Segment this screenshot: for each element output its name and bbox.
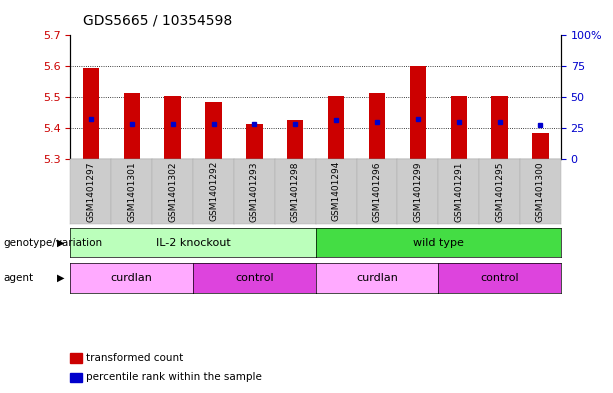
Bar xyxy=(205,102,222,159)
Bar xyxy=(164,96,181,159)
Bar xyxy=(492,96,508,159)
Bar xyxy=(532,133,549,159)
Text: GSM1401295: GSM1401295 xyxy=(495,161,504,222)
Text: GSM1401299: GSM1401299 xyxy=(413,161,422,222)
Text: IL-2 knockout: IL-2 knockout xyxy=(156,238,230,248)
Text: control: control xyxy=(235,273,274,283)
Text: wild type: wild type xyxy=(413,238,463,248)
Text: curdlan: curdlan xyxy=(356,273,398,283)
Text: agent: agent xyxy=(3,273,33,283)
Text: GSM1401302: GSM1401302 xyxy=(168,161,177,222)
Bar xyxy=(369,93,385,159)
Text: GSM1401294: GSM1401294 xyxy=(332,161,341,222)
Bar xyxy=(451,96,467,159)
Text: GSM1401293: GSM1401293 xyxy=(250,161,259,222)
Bar xyxy=(287,121,303,159)
Text: GSM1401298: GSM1401298 xyxy=(291,161,300,222)
Text: GSM1401291: GSM1401291 xyxy=(454,161,463,222)
Bar xyxy=(328,96,345,159)
Bar xyxy=(246,123,262,159)
Text: GSM1401300: GSM1401300 xyxy=(536,161,545,222)
Text: control: control xyxy=(480,273,519,283)
Text: percentile rank within the sample: percentile rank within the sample xyxy=(86,372,262,382)
Text: genotype/variation: genotype/variation xyxy=(3,238,102,248)
Text: curdlan: curdlan xyxy=(111,273,153,283)
Text: GSM1401301: GSM1401301 xyxy=(128,161,136,222)
Text: transformed count: transformed count xyxy=(86,353,183,363)
Bar xyxy=(409,66,426,159)
Bar xyxy=(83,68,99,159)
Text: ▶: ▶ xyxy=(57,238,64,248)
Text: GDS5665 / 10354598: GDS5665 / 10354598 xyxy=(83,13,232,28)
Text: GSM1401296: GSM1401296 xyxy=(373,161,381,222)
Bar xyxy=(124,93,140,159)
Text: GSM1401297: GSM1401297 xyxy=(86,161,96,222)
Text: GSM1401292: GSM1401292 xyxy=(209,161,218,222)
Text: ▶: ▶ xyxy=(57,273,64,283)
